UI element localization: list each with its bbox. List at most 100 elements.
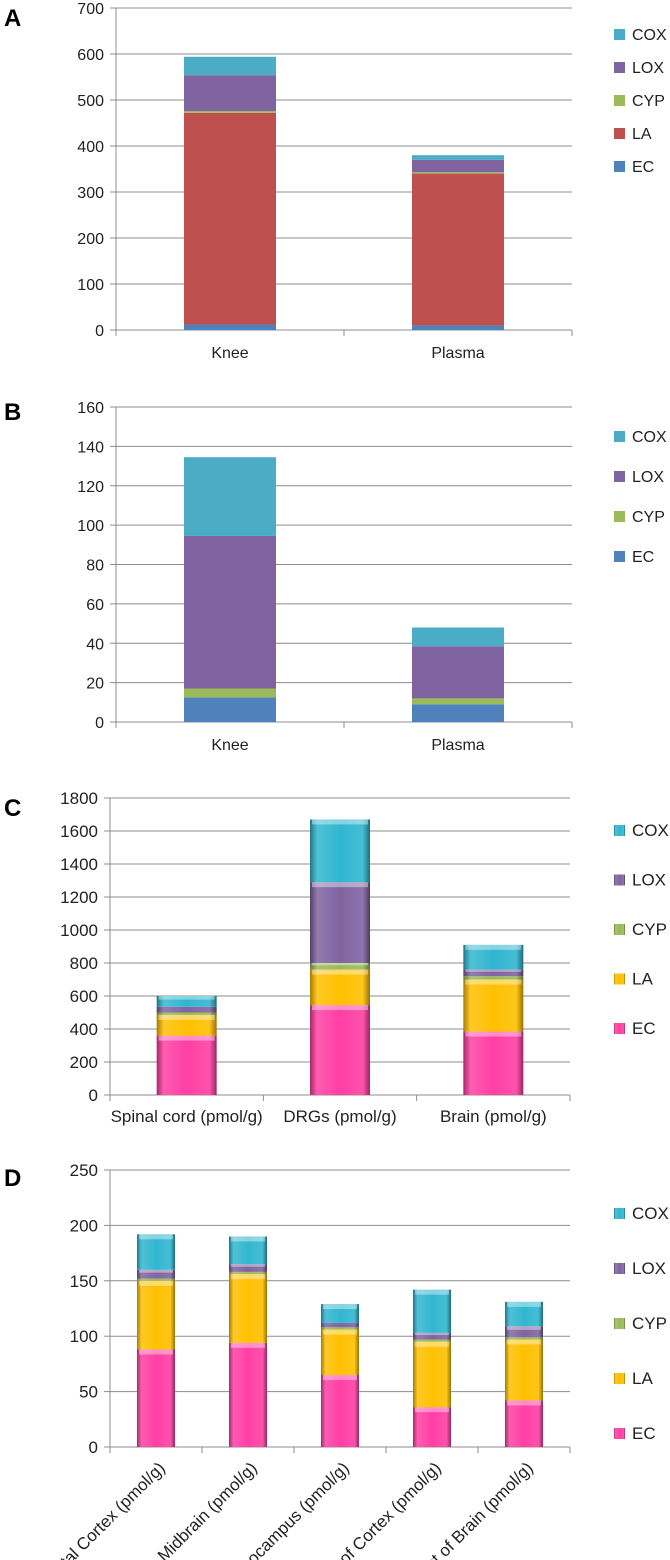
legend-swatch-lox bbox=[614, 471, 625, 482]
legend-label-cyp: CYP bbox=[632, 509, 665, 526]
bar-cox-0 bbox=[156, 996, 217, 1007]
bar-highlight bbox=[312, 819, 368, 825]
y-tick-label: 80 bbox=[86, 558, 104, 575]
bar-lox-1 bbox=[412, 646, 504, 699]
y-tick-label: 0 bbox=[95, 715, 104, 732]
x-tick-label: Brain (pmol/g) bbox=[440, 1107, 547, 1126]
y-tick-label: 100 bbox=[70, 1327, 98, 1346]
bar-cyp-4 bbox=[505, 1337, 543, 1340]
y-tick-label: 1000 bbox=[60, 921, 98, 940]
legend-label-ec: EC bbox=[632, 549, 654, 566]
bar-la-1 bbox=[229, 1274, 267, 1343]
legend-label-la: LA bbox=[632, 970, 653, 989]
y-tick-label: 0 bbox=[95, 323, 104, 340]
y-tick-label: 200 bbox=[70, 1053, 98, 1072]
bar-lox-0 bbox=[156, 1006, 217, 1013]
bar-ec-0 bbox=[137, 1349, 175, 1447]
y-tick-label: 1200 bbox=[60, 888, 98, 907]
bar-la-0 bbox=[156, 1014, 217, 1036]
legend-label-cyp: CYP bbox=[632, 93, 665, 110]
x-tick-label: Knee bbox=[211, 345, 248, 362]
bar-cox-1 bbox=[229, 1236, 267, 1265]
legend-swatch-cox bbox=[614, 1208, 625, 1219]
legend-label-cyp: CYP bbox=[632, 1314, 667, 1333]
bar-highlight bbox=[465, 1031, 522, 1037]
chart-panel-a: A 0 100 200 300 400 500 600 700 Knee Plasma COX LOX C… bbox=[0, 0, 670, 380]
y-tick-label: 140 bbox=[77, 439, 104, 456]
bar-cox-1 bbox=[412, 627, 504, 647]
bar-lox-0 bbox=[184, 535, 276, 689]
bar-cox-0 bbox=[184, 56, 276, 76]
bar-ec-4 bbox=[505, 1400, 543, 1447]
y-tick-label: 600 bbox=[77, 47, 104, 64]
legend-swatch-la bbox=[614, 973, 625, 985]
x-tick-label: Plasma bbox=[431, 345, 484, 362]
bar-highlight bbox=[415, 1407, 449, 1413]
bar-cox-1 bbox=[412, 155, 504, 160]
bar-cox-1 bbox=[310, 819, 370, 883]
legend-swatch-la bbox=[614, 1373, 625, 1384]
panel-letter-a: A bbox=[4, 5, 21, 32]
bar-lox-0 bbox=[137, 1269, 175, 1279]
bar-highlight bbox=[139, 1349, 173, 1355]
bar-highlight bbox=[312, 1005, 368, 1011]
y-tick-label: 400 bbox=[70, 1020, 98, 1039]
y-tick-label: 150 bbox=[70, 1272, 98, 1291]
y-tick-label: 300 bbox=[77, 185, 104, 202]
bar-cyp-0 bbox=[137, 1278, 175, 1281]
bar-la-3 bbox=[413, 1341, 451, 1408]
y-tick-label: 250 bbox=[70, 1161, 98, 1180]
bar-highlight bbox=[158, 1014, 215, 1020]
legend-label-lox: LOX bbox=[632, 60, 664, 77]
bar-highlight bbox=[415, 1289, 449, 1295]
y-tick-label: 200 bbox=[77, 231, 104, 248]
legend-swatch-ec bbox=[614, 551, 625, 562]
bar-cyp-0 bbox=[184, 688, 276, 698]
legend-swatch-cox bbox=[614, 825, 625, 836]
y-tick-label: 600 bbox=[70, 987, 98, 1006]
y-tick-label: 50 bbox=[79, 1383, 98, 1402]
bar-la-2 bbox=[463, 979, 524, 1032]
bar-lox-2 bbox=[321, 1322, 359, 1328]
bar-ec-2 bbox=[463, 1031, 524, 1095]
bar-highlight bbox=[231, 1264, 265, 1267]
bar-highlight bbox=[465, 944, 522, 950]
bar-cyp-0 bbox=[156, 1012, 217, 1015]
chart-panel-d: D 0 50 100 150 200 250 Frontal Cortex (pmol/g) M… bbox=[0, 1150, 670, 1560]
y-tick-label: 400 bbox=[77, 139, 104, 156]
bar-highlight bbox=[231, 1236, 265, 1242]
bar-highlight bbox=[158, 1035, 215, 1041]
bar-ec-1 bbox=[412, 325, 504, 330]
bar-la-0 bbox=[184, 112, 276, 325]
bar-ec-1 bbox=[412, 704, 504, 722]
legend-swatch-cox bbox=[614, 431, 625, 442]
bar-cyp-3 bbox=[413, 1339, 451, 1342]
y-tick-label: 160 bbox=[77, 400, 104, 417]
chart-b-svg: B 0 20 40 60 80 100 120 140 160 Knee Plasma COX LOX CY… bbox=[4, 399, 667, 754]
bar-cyp-2 bbox=[463, 976, 524, 980]
chart-d-svg: D 0 50 100 150 200 250 Frontal Cortex (pmol/g)M… bbox=[4, 1161, 669, 1560]
y-tick-label: 0 bbox=[89, 1086, 98, 1105]
bar-highlight bbox=[312, 963, 368, 966]
bar-highlight bbox=[507, 1339, 541, 1345]
x-tick-label: Knee bbox=[211, 737, 248, 754]
y-tick-label: 100 bbox=[77, 518, 104, 535]
bar-lox-1 bbox=[412, 159, 504, 173]
legend-label-la: LA bbox=[632, 126, 652, 143]
y-tick-label: 60 bbox=[86, 597, 104, 614]
bar-lox-2 bbox=[463, 969, 524, 977]
bar-cyp-1 bbox=[412, 172, 504, 174]
bar-cox-2 bbox=[463, 944, 524, 970]
bar-highlight bbox=[465, 969, 522, 972]
legend-label-cyp: CYP bbox=[632, 920, 667, 939]
bar-highlight bbox=[312, 882, 368, 888]
x-tick-label: Spinal cord (pmol/g) bbox=[111, 1107, 263, 1126]
bar-highlight bbox=[231, 1342, 265, 1348]
bar-highlight bbox=[158, 996, 215, 1000]
bar-lox-4 bbox=[505, 1326, 543, 1338]
chart-panel-b: B 0 20 40 60 80 100 120 140 160 Knee Plasma COX LOX CY… bbox=[0, 390, 670, 770]
legend-label-cox: COX bbox=[632, 1204, 669, 1223]
bar-cox-0 bbox=[184, 457, 276, 536]
bar-cyp-2 bbox=[321, 1327, 359, 1330]
bar-cyp-1 bbox=[229, 1271, 267, 1275]
